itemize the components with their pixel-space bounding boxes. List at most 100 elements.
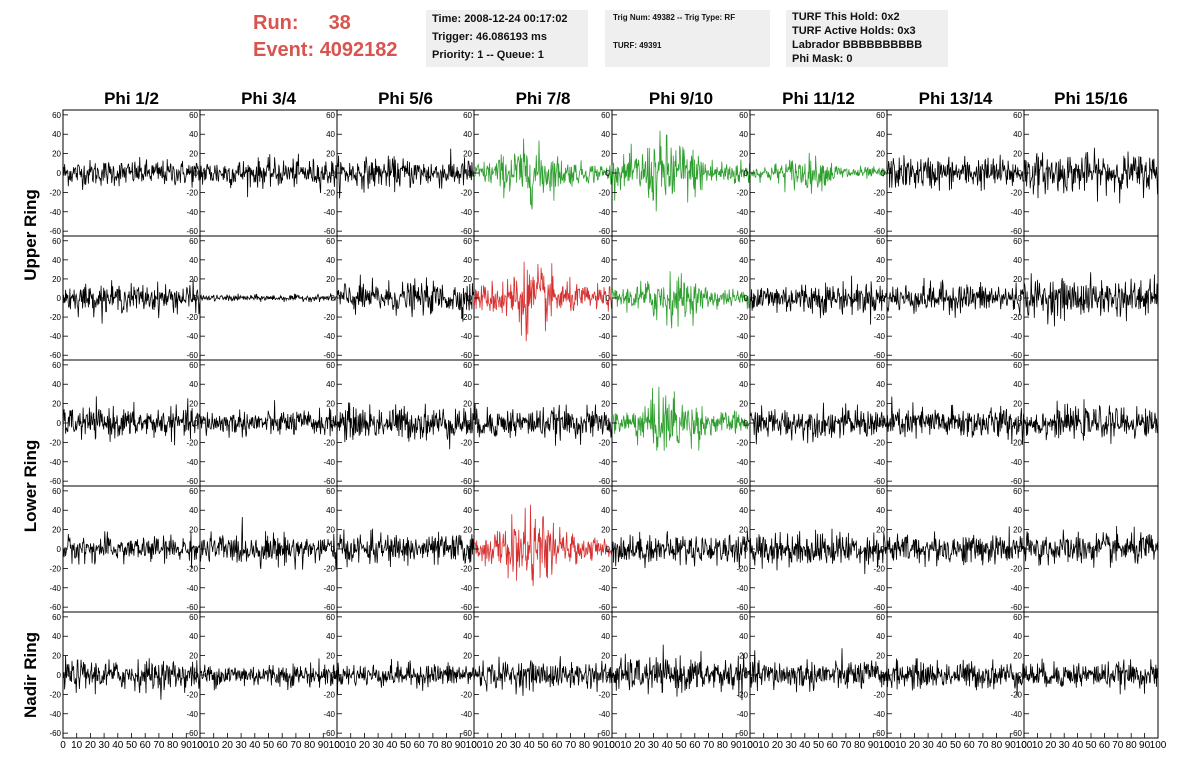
- y-tick-label: 60: [463, 361, 472, 370]
- waveform-trace: [1023, 147, 1159, 204]
- y-tick-label: -20: [736, 564, 748, 573]
- labrador-text: Labrador BBBBBBBBBB: [792, 39, 923, 51]
- x-tick-label: 30: [99, 740, 111, 751]
- x-tick-label: 20: [1045, 740, 1057, 751]
- y-tick-label: 60: [52, 237, 61, 246]
- column-title: Phi 15/16: [1054, 89, 1128, 108]
- y-tick-label: 40: [739, 380, 748, 389]
- y-tick-label: 20: [52, 652, 61, 661]
- x-tick-label: 100: [742, 740, 759, 751]
- y-tick-label: 0: [468, 671, 473, 680]
- y-tick-label: -40: [1010, 458, 1022, 467]
- waveform-trace: [886, 396, 1025, 445]
- y-tick-label: -60: [460, 351, 472, 360]
- x-tick-label: 70: [153, 740, 165, 751]
- x-tick-label: 30: [786, 740, 798, 751]
- waveform-trace: [886, 277, 1025, 318]
- x-tick-label: 60: [551, 740, 563, 751]
- x-tick-label: 40: [524, 740, 536, 751]
- waveform-trace: [473, 138, 613, 210]
- y-tick-label: 0: [331, 545, 336, 554]
- y-tick-label: -60: [873, 477, 885, 486]
- x-tick-label: 20: [85, 740, 97, 751]
- y-tick-label: -40: [49, 458, 61, 467]
- y-tick-label: 60: [601, 361, 610, 370]
- y-tick-label: -20: [1010, 438, 1022, 447]
- y-tick-label: -40: [736, 332, 748, 341]
- x-tick-label: 100: [1016, 740, 1033, 751]
- waveform-trace: [1023, 272, 1159, 327]
- y-tick-label: 60: [1013, 487, 1022, 496]
- y-tick-label: -20: [323, 690, 335, 699]
- y-tick-label: 0: [1018, 419, 1023, 428]
- y-tick-label: -20: [873, 188, 885, 197]
- y-tick-label: -40: [736, 710, 748, 719]
- x-tick-label: 50: [1085, 740, 1097, 751]
- y-tick-label: -60: [186, 729, 198, 738]
- waveform-trace: [199, 293, 338, 303]
- y-tick-label: 40: [739, 256, 748, 265]
- y-tick-label: 20: [601, 526, 610, 535]
- y-tick-label: 20: [739, 150, 748, 159]
- x-tick-label: 50: [537, 740, 549, 751]
- x-tick-label: 10: [1032, 740, 1044, 751]
- y-tick-label: 60: [601, 111, 610, 120]
- y-tick-label: 60: [326, 111, 335, 120]
- x-tick-label: 60: [140, 740, 152, 751]
- x-tick-label: 0: [747, 740, 753, 751]
- y-tick-label: 20: [326, 526, 335, 535]
- x-tick-label: 90: [1139, 740, 1151, 751]
- y-tick-label: -20: [460, 188, 472, 197]
- y-tick-label: -40: [598, 710, 610, 719]
- y-tick-label: -20: [1010, 188, 1022, 197]
- y-tick-label: 0: [606, 294, 611, 303]
- y-tick-label: 0: [744, 545, 749, 554]
- y-tick-label: 0: [57, 545, 62, 554]
- y-tick-label: -60: [323, 729, 335, 738]
- x-tick-label: 30: [923, 740, 935, 751]
- y-tick-label: -20: [49, 690, 61, 699]
- trigger-text: Trigger: 46.086193 ms: [432, 31, 547, 43]
- x-tick-label: 50: [813, 740, 825, 751]
- x-tick-label: 20: [772, 740, 784, 751]
- x-tick-label: 90: [593, 740, 605, 751]
- x-tick-label: 80: [991, 740, 1003, 751]
- time-info-box: Time: 2008-12-24 00:17:02 Trigger: 46.08…: [426, 10, 588, 67]
- x-tick-label: 20: [634, 740, 646, 751]
- x-tick-label: 90: [1005, 740, 1017, 751]
- x-tick-label: 40: [249, 740, 261, 751]
- y-tick-label: -20: [460, 438, 472, 447]
- y-tick-label: -40: [873, 332, 885, 341]
- y-tick-label: 60: [326, 487, 335, 496]
- x-tick-label: 30: [236, 740, 248, 751]
- y-tick-label: 20: [326, 150, 335, 159]
- y-tick-label: -40: [460, 332, 472, 341]
- y-tick-label: -40: [598, 584, 610, 593]
- run-value: 38: [328, 12, 351, 34]
- y-tick-label: 0: [606, 419, 611, 428]
- x-tick-label: 40: [799, 740, 811, 751]
- y-tick-label: -60: [873, 227, 885, 236]
- y-tick-label: -60: [1010, 351, 1022, 360]
- y-tick-label: 0: [744, 169, 749, 178]
- column-title: Phi 5/6: [378, 89, 433, 108]
- y-tick-label: 40: [189, 380, 198, 389]
- y-tick-label: 40: [463, 256, 472, 265]
- x-tick-label: 80: [854, 740, 866, 751]
- y-tick-label: 20: [52, 400, 61, 409]
- waveform-trace: [749, 528, 888, 575]
- y-tick-label: 20: [1013, 652, 1022, 661]
- x-tick-label: 90: [731, 740, 743, 751]
- y-tick-label: 40: [326, 632, 335, 641]
- y-tick-label: -20: [49, 564, 61, 573]
- y-tick-label: 20: [463, 652, 472, 661]
- y-tick-label: -60: [598, 351, 610, 360]
- x-tick-label: 0: [609, 740, 615, 751]
- y-tick-label: 20: [52, 526, 61, 535]
- x-tick-label: 90: [181, 740, 193, 751]
- y-tick-label: 60: [739, 361, 748, 370]
- y-tick-label: 20: [601, 275, 610, 284]
- y-tick-label: 0: [881, 169, 886, 178]
- x-tick-label: 80: [717, 740, 729, 751]
- waveform-trace: [336, 148, 475, 199]
